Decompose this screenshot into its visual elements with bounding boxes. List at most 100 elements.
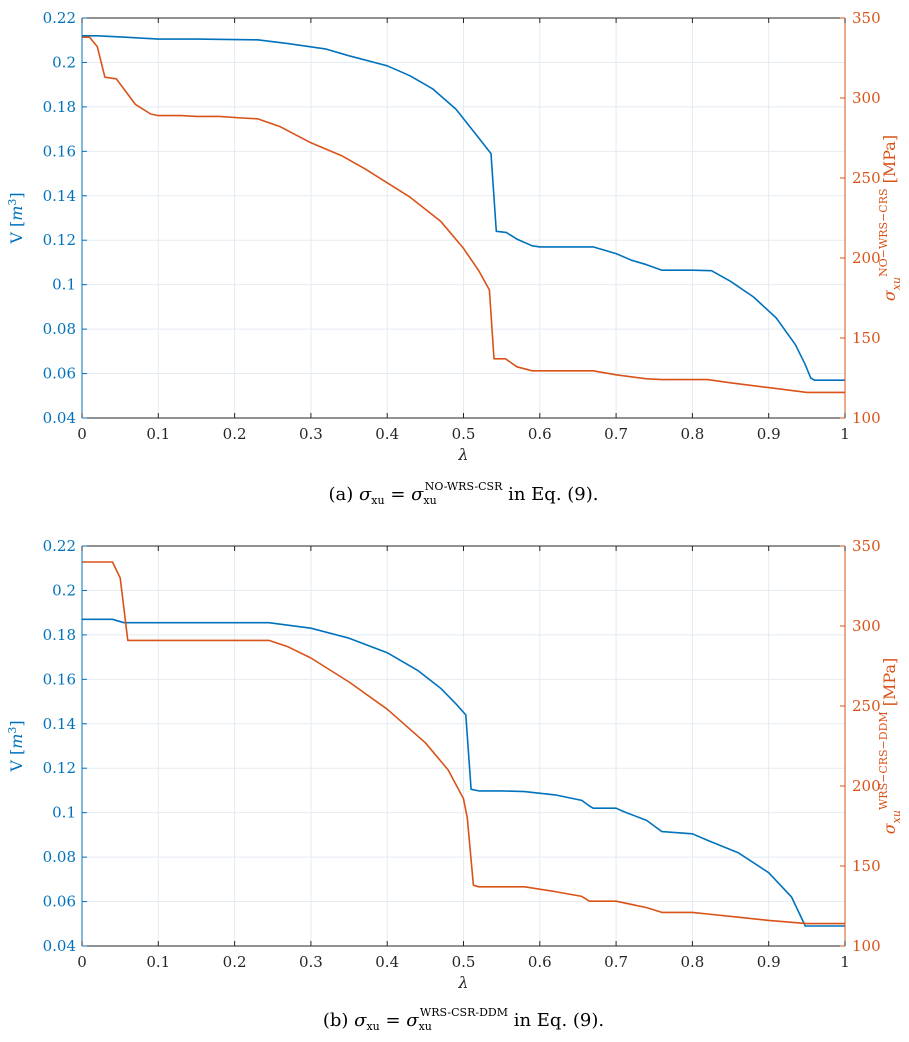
x-tick-label: 0.7 [604, 953, 628, 971]
left-y-tick-label: 0.08 [43, 320, 76, 338]
x-tick-label: 0.9 [757, 953, 781, 971]
caption-sigma-sub: xu [371, 494, 384, 507]
x-tick-label: 0.6 [528, 953, 552, 971]
right-y-axis-label: σxuNO−WRS−CRS [MPa] [877, 135, 903, 301]
right-y-axis-label-sigma: σ [880, 289, 899, 301]
left-y-tick-label: 0.14 [43, 187, 76, 205]
left-y-tick-label: 0.18 [43, 626, 76, 644]
figure-caption: (a) σxu = σxuNO-WRS-CSR in Eq. (9). [329, 480, 599, 507]
x-tick-label: 0.6 [528, 425, 552, 443]
right-y-tick-label: 200 [852, 777, 881, 795]
caption-equals: = [380, 1010, 407, 1031]
right-y-tick-label: 300 [852, 89, 881, 107]
right-y-tick-label: 350 [852, 537, 881, 555]
x-tick-label: 0.3 [299, 425, 323, 443]
x-axis-label: λ [457, 973, 468, 992]
x-tick-label: 0.3 [299, 953, 323, 971]
x-axis-label: λ [457, 445, 468, 464]
left-y-axis-label: V [m3] [6, 192, 26, 244]
left-y-axis-label-unit: m [7, 206, 26, 221]
right-y-axis-label-sub: xu [890, 277, 903, 290]
caption-sup: NO-WRS-CSR [425, 480, 503, 493]
x-tick-label: 0 [77, 953, 87, 971]
x-tick-label: 0.4 [375, 953, 399, 971]
right-y-tick-label: 150 [852, 857, 881, 875]
chart-panel-a: 0 0.1 0.2 0.3 0.4 0.5 0.6 0.7 0.8 0.9 1 0.04 0.06 0.0… [6, 9, 903, 507]
right-y-axis-label-unit: [MPa] [880, 658, 899, 712]
caption-label: (b) [323, 1010, 354, 1031]
right-y-tick-label: 200 [852, 249, 881, 267]
x-tick-label: 0.1 [146, 425, 170, 443]
right-y-axis-label: σxuWRS−CRS−DDM [MPa] [877, 658, 903, 834]
right-y-tick-label: 300 [852, 617, 881, 635]
left-y-tick-label: 0.14 [43, 715, 76, 733]
caption-sigma-sub: xu [366, 1020, 379, 1033]
left-y-tick-label: 0.1 [52, 804, 76, 822]
x-tick-label: 0.9 [757, 425, 781, 443]
chart-panel-b: 0 0.1 0.2 0.3 0.4 0.5 0.6 0.7 0.8 0.9 1 0.04 0.06 0.0… [6, 537, 903, 1033]
right-y-axis-label-unit: [MPa] [880, 135, 899, 189]
left-y-axis-label-bracket: [ [7, 221, 26, 227]
right-y-tick-label: 150 [852, 329, 881, 347]
left-y-tick-label: 0.22 [43, 537, 76, 555]
caption-sigma: σ [406, 1010, 419, 1031]
caption-tail: in Eq. (9). [508, 1010, 604, 1031]
left-y-tick-label: 0.16 [43, 670, 76, 688]
right-y-tick-label: 350 [852, 9, 881, 27]
x-tick-label: 1 [840, 953, 850, 971]
stress-series-line [82, 561, 845, 925]
left-y-axis-label-unit-sup: 3 [6, 727, 19, 734]
left-y-tick-label: 0.12 [43, 759, 76, 777]
volume-series-line [82, 618, 845, 927]
x-tick-label: 0.5 [452, 425, 476, 443]
figure-caption: (b) σxu = σxuWRS-CSR-DDM in Eq. (9). [323, 1006, 604, 1033]
left-y-axis-label-bracket: ] [7, 192, 26, 198]
left-y-axis-label-bracket: [ [7, 749, 26, 755]
right-y-axis-label-sup: NO−WRS−CRS [877, 188, 890, 276]
caption-sigma: σ [411, 484, 424, 505]
caption-label: (a) [329, 484, 360, 505]
left-y-tick-label: 0.06 [43, 893, 76, 911]
right-y-axis-label-sub: xu [890, 810, 903, 823]
right-y-tick-label: 250 [852, 697, 881, 715]
caption-tail: in Eq. (9). [502, 484, 598, 505]
left-y-tick-label: 0.2 [52, 53, 76, 71]
right-y-axis-label-sigma: σ [880, 822, 899, 834]
x-tick-label: 0.4 [375, 425, 399, 443]
x-tick-label: 0.2 [223, 425, 247, 443]
left-y-axis-label-text: V [7, 755, 26, 773]
caption-sup: WRS-CSR-DDM [420, 1006, 508, 1019]
stress-series-line [82, 36, 845, 394]
left-y-axis-label: V [m3] [6, 720, 26, 772]
left-y-tick-label: 0.06 [43, 365, 76, 383]
x-tick-label: 1 [840, 425, 850, 443]
left-y-tick-label: 0.08 [43, 848, 76, 866]
x-tick-label: 0.5 [452, 953, 476, 971]
right-y-tick-label: 100 [852, 937, 881, 955]
left-y-tick-label: 0.22 [43, 9, 76, 27]
left-y-tick-label: 0.16 [43, 142, 76, 160]
left-y-tick-label: 0.2 [52, 581, 76, 599]
left-y-tick-label: 0.12 [43, 231, 76, 249]
right-y-tick-label: 100 [852, 409, 881, 427]
caption-equals: = [385, 484, 412, 505]
caption-sigma-sub: xu [423, 494, 436, 507]
volume-series-line [82, 34, 845, 382]
right-y-tick-label: 250 [852, 169, 881, 187]
right-y-axis-label-sup: WRS−CRS−DDM [877, 711, 890, 810]
x-tick-label: 0.1 [146, 953, 170, 971]
caption-sigma: σ [354, 1010, 367, 1031]
x-tick-label: 0.7 [604, 425, 628, 443]
left-y-tick-label: 0.18 [43, 98, 76, 116]
left-y-axis-label-bracket: ] [7, 720, 26, 726]
x-tick-label: 0.8 [680, 425, 704, 443]
left-y-axis-label-text: V [7, 227, 26, 245]
left-y-tick-label: 0.04 [43, 937, 76, 955]
left-y-axis-label-unit-sup: 3 [6, 199, 19, 206]
left-y-tick-label: 0.1 [52, 276, 76, 294]
x-tick-label: 0.8 [680, 953, 704, 971]
left-y-tick-label: 0.04 [43, 409, 76, 427]
caption-sigma: σ [359, 484, 372, 505]
x-tick-label: 0 [77, 425, 87, 443]
